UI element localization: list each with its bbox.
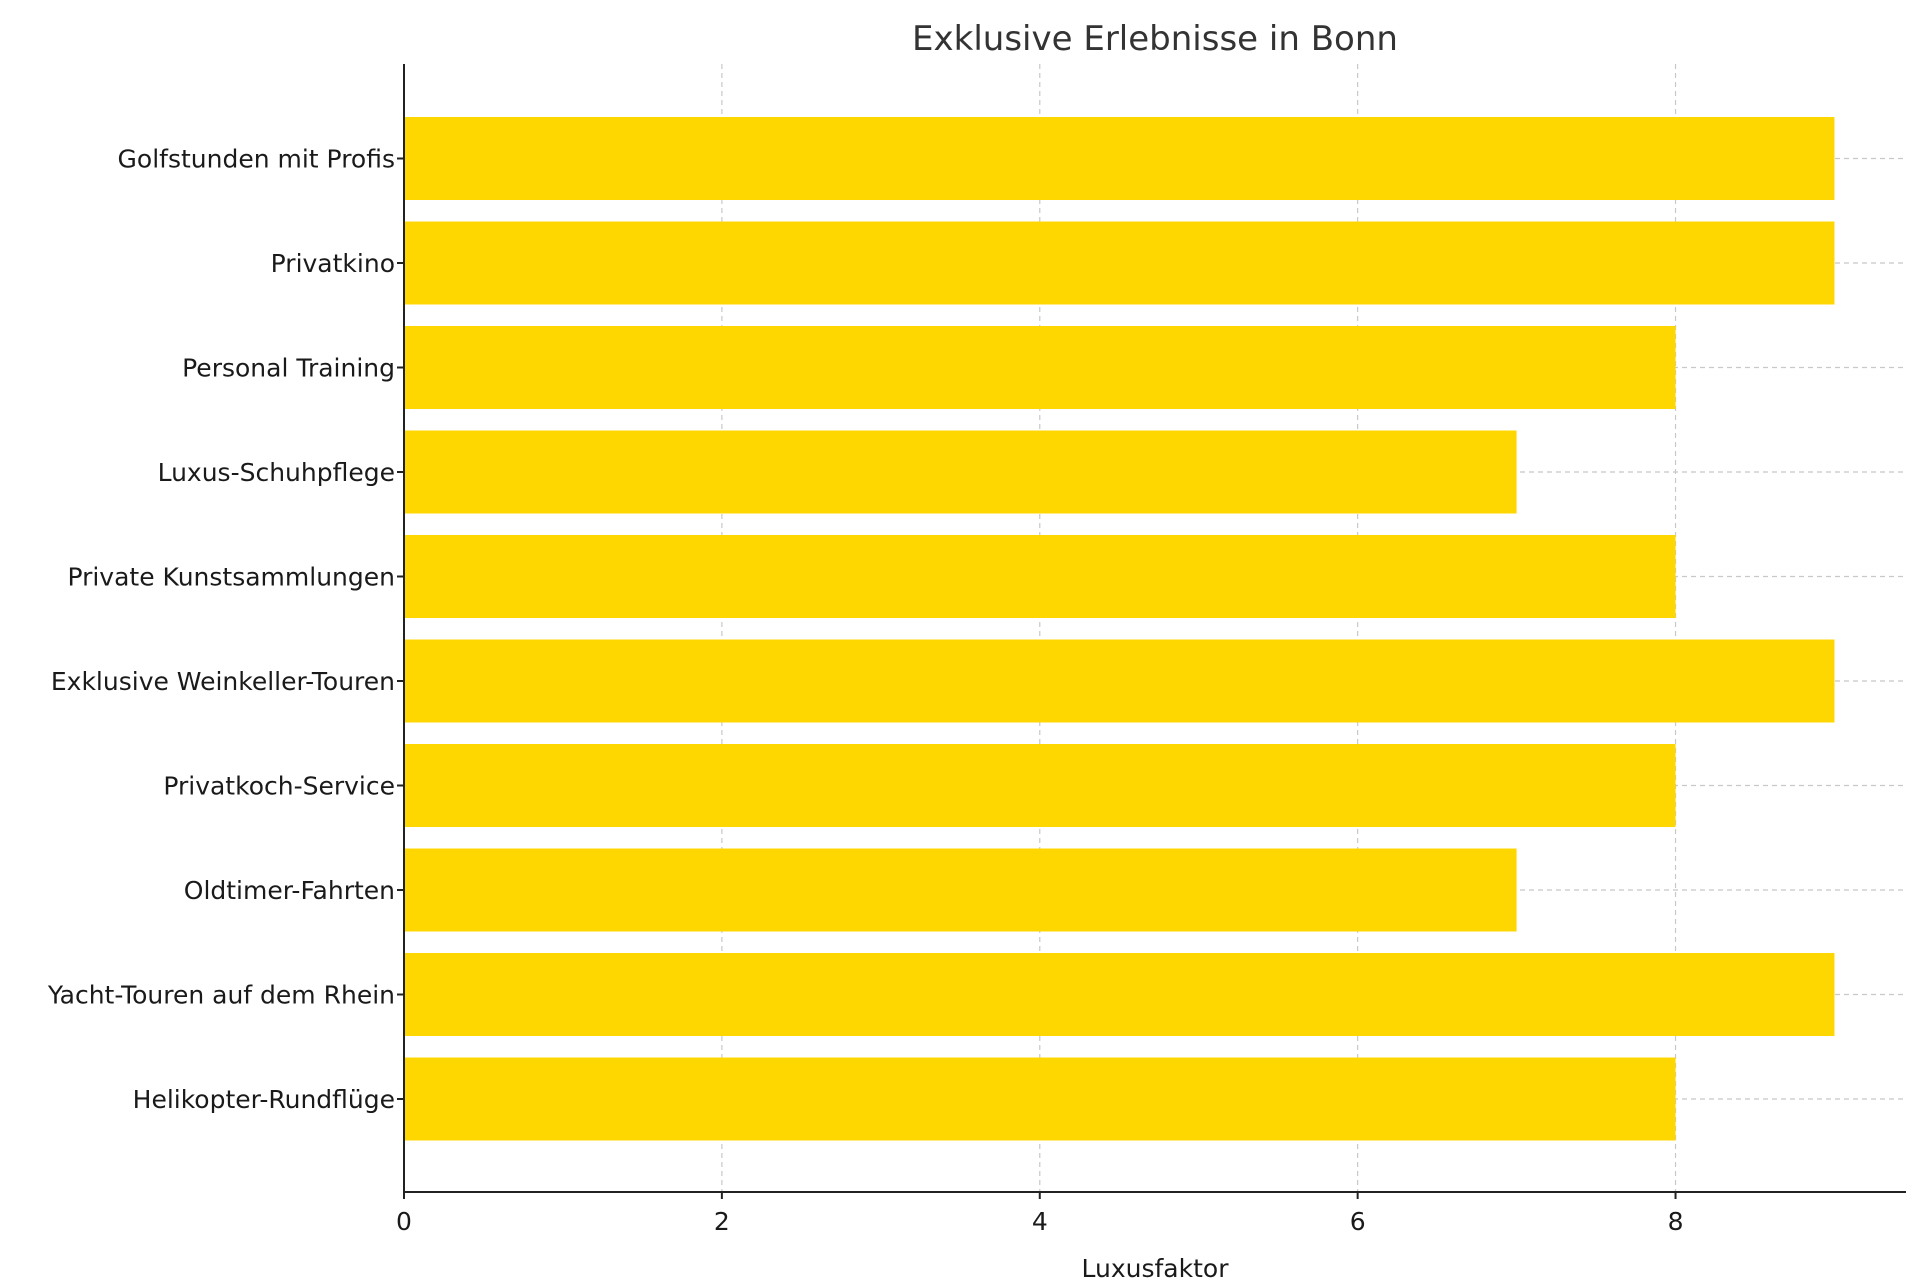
bar (404, 848, 1517, 932)
x-tick-label: 4 (1032, 1207, 1048, 1236)
x-axis-title: Luxusfaktor (1082, 1254, 1230, 1280)
y-category-label: Privatkino (271, 249, 395, 278)
chart-title: Exklusive Erlebnisse in Bonn (912, 19, 1398, 59)
bar (404, 744, 1676, 827)
x-ticks: 0 2 4 6 8 (396, 1192, 1683, 1236)
bars (404, 117, 1835, 1141)
y-category-label: Personal Training (182, 354, 395, 383)
x-tick-label: 6 (1350, 1207, 1366, 1236)
axes (403, 64, 1906, 1193)
bar (404, 326, 1676, 409)
y-category-label: Privatkoch-Service (163, 772, 395, 801)
y-category-label: Helikopter-Rundflüge (133, 1085, 395, 1114)
y-category-label: Golfstunden mit Profis (118, 145, 395, 174)
y-category-label: Yacht-Touren auf dem Rhein (47, 981, 395, 1010)
y-category-label: Luxus-Schuhpflege (158, 458, 395, 487)
bar (404, 535, 1676, 618)
x-tick-label: 8 (1668, 1207, 1684, 1236)
y-category-label: Exklusive Weinkeller-Touren (51, 667, 395, 696)
bar (404, 953, 1835, 1036)
bar (404, 430, 1517, 514)
bar (404, 639, 1835, 723)
x-tick-label: 2 (714, 1207, 730, 1236)
y-category-labels: Helikopter-Rundflüge Yacht-Touren auf dem… (47, 145, 404, 1114)
x-tick-label: 0 (396, 1207, 412, 1236)
bar (404, 1057, 1676, 1141)
bar (404, 117, 1835, 200)
y-category-label: Oldtimer-Fahrten (184, 876, 395, 905)
y-category-label: Private Kunstsammlungen (67, 563, 395, 592)
bar (404, 221, 1835, 305)
